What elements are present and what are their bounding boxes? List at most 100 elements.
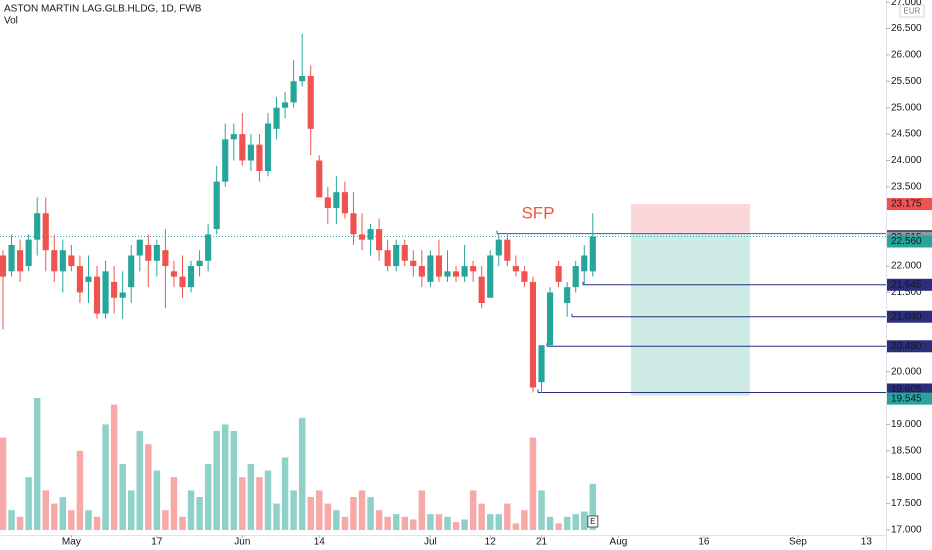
candle-body	[546, 292, 554, 346]
y-tick-label: 24.500	[891, 129, 922, 140]
volume-bar	[546, 516, 554, 530]
volume-bar	[563, 516, 571, 530]
candle-body	[367, 229, 374, 240]
volume-bar	[444, 516, 451, 530]
candle-body	[333, 192, 340, 208]
candle-body	[256, 144, 263, 172]
volume-bar	[16, 516, 24, 530]
volume-bar	[316, 490, 323, 530]
candle-body	[555, 266, 562, 282]
volume-bar	[25, 477, 32, 530]
candle-body	[324, 197, 331, 208]
candle-body	[196, 260, 203, 267]
candle-body	[341, 192, 348, 214]
candle-body	[51, 250, 58, 272]
volume-bar	[0, 437, 7, 530]
volume-bar	[230, 431, 238, 530]
candle-body	[128, 255, 135, 288]
x-tick-label: May	[62, 537, 81, 548]
candle-body	[76, 266, 84, 293]
volume-bar	[264, 470, 272, 530]
candle-body	[230, 134, 237, 140]
price-label: 22.560	[891, 236, 922, 247]
volume-bar	[478, 503, 485, 530]
candle-body	[0, 255, 7, 277]
volume-bar	[324, 503, 332, 530]
candle-body	[222, 139, 229, 182]
candle-body	[384, 250, 391, 267]
volume-bar	[145, 444, 152, 530]
y-tick-label: 22.000	[891, 261, 922, 272]
x-tick-label: 17	[151, 537, 163, 548]
volume-bar	[8, 510, 15, 530]
candle-body	[316, 160, 323, 198]
candle-body	[179, 276, 186, 288]
candle-body	[59, 250, 66, 272]
volume-bar	[127, 490, 135, 530]
y-tick-label: 18.500	[891, 445, 922, 456]
price-label: 23.175	[891, 199, 922, 210]
volume-bar	[221, 424, 229, 530]
volume-bar	[256, 477, 263, 530]
candle-body	[205, 234, 212, 261]
candle-body	[145, 244, 152, 261]
volume-bar	[581, 511, 588, 530]
price-label: 19.605	[891, 384, 922, 395]
stop-zone	[631, 233, 750, 396]
candle-body	[581, 255, 588, 272]
volume-bar	[435, 514, 443, 530]
volume-bar	[273, 503, 280, 530]
volume-bar	[589, 483, 597, 530]
candle-body	[470, 266, 477, 272]
x-tick-label: Jul	[424, 537, 437, 548]
volume-bar	[504, 503, 511, 530]
price-label-box	[887, 278, 932, 291]
volume-bar	[298, 417, 306, 530]
price-label-box	[887, 340, 932, 353]
candle-body	[529, 281, 537, 388]
volume-bar	[239, 477, 246, 530]
candle-body	[299, 76, 306, 82]
candle-body	[521, 271, 528, 282]
volume-bar	[350, 497, 357, 530]
volume-bar	[119, 464, 126, 530]
candle-body	[495, 239, 502, 256]
x-tick-label: 14	[314, 537, 326, 548]
volume-bar	[170, 477, 178, 530]
volume-bar	[358, 490, 366, 530]
y-tick-label: 26.500	[891, 23, 922, 34]
x-tick-label: 21	[536, 537, 548, 548]
candle-body	[393, 244, 400, 267]
volume-bar	[179, 516, 186, 530]
volume-bar	[93, 516, 101, 530]
y-tick-label: 18.000	[891, 472, 922, 483]
candle-body	[444, 271, 451, 277]
price-label-box	[887, 383, 932, 396]
price-label-box	[887, 392, 932, 405]
annotation: SFP	[521, 203, 554, 222]
y-tick-label: 24.000	[891, 155, 922, 166]
candle-body	[264, 123, 272, 172]
volume-bar	[375, 510, 383, 530]
candle-body	[350, 213, 357, 235]
volume-bar	[555, 523, 562, 530]
candle-body	[42, 213, 49, 251]
volume-bar	[427, 514, 434, 530]
volume-bar	[401, 516, 408, 530]
candle-body	[93, 276, 101, 314]
volume-bar	[486, 514, 494, 530]
y-tick-label: 21.500	[891, 287, 922, 298]
volume-bar	[51, 503, 58, 530]
volume-bar	[110, 404, 118, 530]
candle-body	[153, 244, 160, 261]
volume-bar	[281, 457, 289, 530]
volume-bar	[204, 464, 212, 530]
currency-box	[899, 4, 925, 18]
volume-bar	[59, 497, 67, 530]
volume-bar	[341, 516, 349, 530]
volume-bar	[461, 519, 468, 530]
candle-body	[85, 276, 92, 282]
y-tick-label: 26.000	[891, 50, 922, 61]
volume-bar	[410, 519, 417, 530]
volume-bar	[196, 497, 203, 530]
